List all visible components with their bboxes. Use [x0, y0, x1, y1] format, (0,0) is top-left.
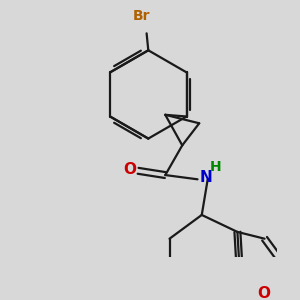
Text: H: H	[209, 160, 221, 174]
Text: N: N	[199, 170, 212, 185]
Text: O: O	[257, 286, 270, 300]
Text: Br: Br	[133, 9, 150, 23]
Text: O: O	[123, 162, 136, 177]
